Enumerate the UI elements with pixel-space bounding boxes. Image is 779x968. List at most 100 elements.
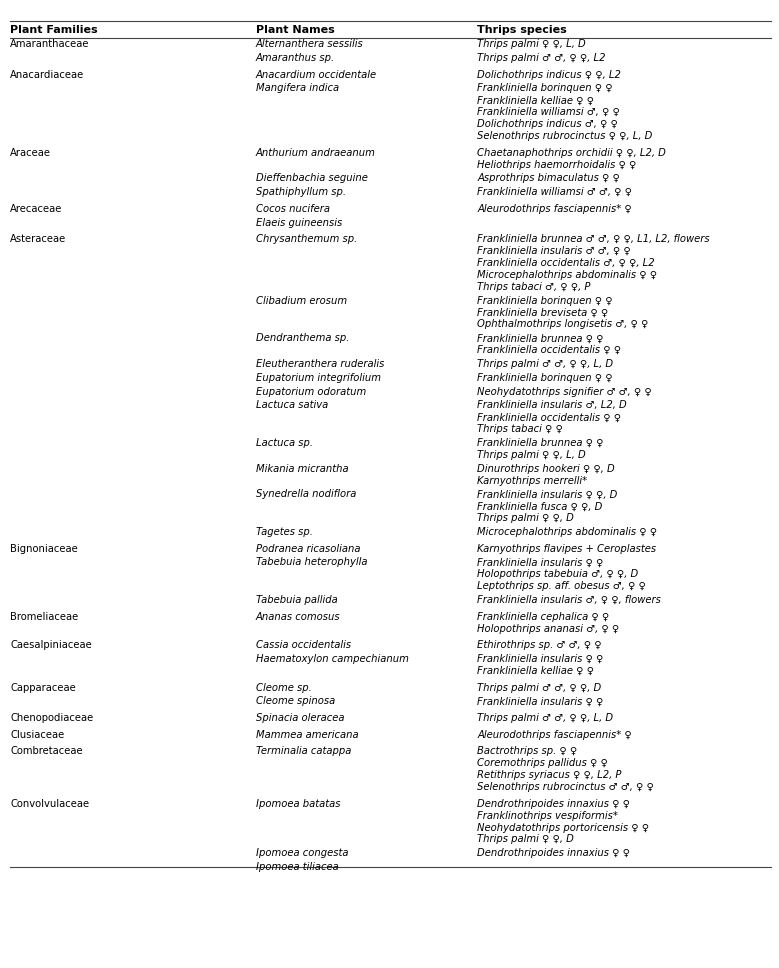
Text: Thrips palmi ♂ ♂, ♀ ♀, L, D: Thrips palmi ♂ ♂, ♀ ♀, L, D: [478, 713, 613, 723]
Text: Arecaceae: Arecaceae: [10, 204, 62, 214]
Text: Eupatorium integrifolium: Eupatorium integrifolium: [256, 373, 381, 382]
Text: Karnyothrips merrelli*: Karnyothrips merrelli*: [478, 475, 587, 486]
Text: Dendrothripoides innaxius ♀ ♀: Dendrothripoides innaxius ♀ ♀: [478, 848, 630, 859]
Text: Thrips tabaci ♀ ♀: Thrips tabaci ♀ ♀: [478, 424, 563, 435]
Text: Spinacia oleracea: Spinacia oleracea: [256, 713, 344, 723]
Text: Terminalia catappa: Terminalia catappa: [256, 746, 351, 756]
Text: Plant Families: Plant Families: [10, 25, 97, 36]
Text: Selenothrips rubrocinctus ♂ ♂, ♀ ♀: Selenothrips rubrocinctus ♂ ♂, ♀ ♀: [478, 782, 654, 792]
Text: Tabebuia heterophylla: Tabebuia heterophylla: [256, 558, 368, 567]
Text: Haematoxylon campechianum: Haematoxylon campechianum: [256, 654, 409, 664]
Text: Alternanthera sessilis: Alternanthera sessilis: [256, 39, 364, 49]
Text: Thrips palmi ♀ ♀, L, D: Thrips palmi ♀ ♀, L, D: [478, 450, 586, 460]
Text: Microcephalothrips abdominalis ♀ ♀: Microcephalothrips abdominalis ♀ ♀: [478, 527, 657, 537]
Text: Chenopodiaceae: Chenopodiaceae: [10, 713, 93, 723]
Text: Heliothrips haemorrhoidalis ♀ ♀: Heliothrips haemorrhoidalis ♀ ♀: [478, 160, 636, 169]
Text: Frankliniella occidentalis ♀ ♀: Frankliniella occidentalis ♀ ♀: [478, 346, 622, 355]
Text: Podranea ricasoliana: Podranea ricasoliana: [256, 544, 361, 554]
Text: Thrips species: Thrips species: [478, 25, 567, 36]
Text: Coremothrips pallidus ♀ ♀: Coremothrips pallidus ♀ ♀: [478, 758, 608, 769]
Text: Cocos nucifera: Cocos nucifera: [256, 204, 330, 214]
Text: Selenothrips rubrocinctus ♀ ♀, L, D: Selenothrips rubrocinctus ♀ ♀, L, D: [478, 131, 653, 141]
Text: Dolichothrips indicus ♂, ♀ ♀: Dolichothrips indicus ♂, ♀ ♀: [478, 119, 619, 129]
Text: Chaetanaphothrips orchidii ♀ ♀, L2, D: Chaetanaphothrips orchidii ♀ ♀, L2, D: [478, 147, 666, 158]
Text: Mammea americana: Mammea americana: [256, 730, 358, 740]
Text: Bignoniaceae: Bignoniaceae: [10, 544, 78, 554]
Text: Thrips palmi ♂ ♂, ♀ ♀, L, D: Thrips palmi ♂ ♂, ♀ ♀, L, D: [478, 359, 613, 369]
Text: Plant Names: Plant Names: [256, 25, 335, 36]
Text: Frankliniella cephalica ♀ ♀: Frankliniella cephalica ♀ ♀: [478, 612, 609, 621]
Text: Lactuca sp.: Lactuca sp.: [256, 438, 313, 448]
Text: Anacardium occidentale: Anacardium occidentale: [256, 70, 377, 79]
Text: Bactrothrips sp. ♀ ♀: Bactrothrips sp. ♀ ♀: [478, 746, 577, 756]
Text: Holopothrips tabebuia ♂, ♀ ♀, D: Holopothrips tabebuia ♂, ♀ ♀, D: [478, 569, 639, 580]
Text: Frankliniella insularis ♂, L2, D: Frankliniella insularis ♂, L2, D: [478, 401, 627, 410]
Text: Frankliniella insularis ♂ ♂, ♀ ♀: Frankliniella insularis ♂ ♂, ♀ ♀: [478, 246, 631, 257]
Text: Frankliniella breviseta ♀ ♀: Frankliniella breviseta ♀ ♀: [478, 308, 608, 318]
Text: Dieffenbachia seguine: Dieffenbachia seguine: [256, 173, 368, 183]
Text: Franklinothrips vespiformis*: Franklinothrips vespiformis*: [478, 810, 619, 821]
Text: Frankliniella insularis ♀ ♀: Frankliniella insularis ♀ ♀: [478, 696, 604, 707]
Text: Thrips palmi ♀ ♀, L, D: Thrips palmi ♀ ♀, L, D: [478, 39, 586, 49]
Text: Convolvulaceae: Convolvulaceae: [10, 799, 90, 808]
Text: Asprothrips bimaculatus ♀ ♀: Asprothrips bimaculatus ♀ ♀: [478, 173, 620, 183]
Text: Ethirothrips sp. ♂ ♂, ♀ ♀: Ethirothrips sp. ♂ ♂, ♀ ♀: [478, 640, 602, 650]
Text: Elaeis guineensis: Elaeis guineensis: [256, 218, 342, 227]
Text: Holopothrips ananasi ♂, ♀ ♀: Holopothrips ananasi ♂, ♀ ♀: [478, 623, 619, 634]
Text: Mikania micrantha: Mikania micrantha: [256, 464, 348, 473]
Text: Frankliniella occidentalis ♀ ♀: Frankliniella occidentalis ♀ ♀: [478, 412, 622, 422]
Text: Eleutheranthera ruderalis: Eleutheranthera ruderalis: [256, 359, 384, 369]
Text: Frankliniella brunnea ♂ ♂, ♀ ♀, L1, L2, flowers: Frankliniella brunnea ♂ ♂, ♀ ♀, L1, L2, …: [478, 234, 710, 244]
Text: Frankliniella borinquen ♀ ♀: Frankliniella borinquen ♀ ♀: [478, 83, 613, 93]
Text: Eupatorium odoratum: Eupatorium odoratum: [256, 386, 366, 397]
Text: Synedrella nodiflora: Synedrella nodiflora: [256, 490, 356, 499]
Text: Frankliniella fusca ♀ ♀, D: Frankliniella fusca ♀ ♀, D: [478, 501, 603, 511]
Text: Amaranthaceae: Amaranthaceae: [10, 39, 90, 49]
Text: Anacardiaceae: Anacardiaceae: [10, 70, 84, 79]
Text: Aleurodothrips fasciapennis* ♀: Aleurodothrips fasciapennis* ♀: [478, 204, 632, 214]
Text: Asteraceae: Asteraceae: [10, 234, 66, 244]
Text: Dolichothrips indicus ♀ ♀, L2: Dolichothrips indicus ♀ ♀, L2: [478, 70, 621, 79]
Text: Ananas comosus: Ananas comosus: [256, 612, 340, 621]
Text: Araceae: Araceae: [10, 147, 51, 158]
Text: Frankliniella kelliae ♀ ♀: Frankliniella kelliae ♀ ♀: [478, 666, 594, 676]
Text: Frankliniella insularis ♀ ♀: Frankliniella insularis ♀ ♀: [478, 654, 604, 664]
Text: Dendranthema sp.: Dendranthema sp.: [256, 333, 349, 344]
Text: Clusiaceae: Clusiaceae: [10, 730, 65, 740]
Text: Caesalpiniaceae: Caesalpiniaceae: [10, 640, 92, 650]
Text: Thrips tabaci ♂, ♀ ♀, P: Thrips tabaci ♂, ♀ ♀, P: [478, 282, 590, 291]
Text: Ophthalmothrips longisetis ♂, ♀ ♀: Ophthalmothrips longisetis ♂, ♀ ♀: [478, 319, 649, 329]
Text: Frankliniella borinquen ♀ ♀: Frankliniella borinquen ♀ ♀: [478, 295, 613, 306]
Text: Ipomoea tiliacea: Ipomoea tiliacea: [256, 862, 339, 872]
Text: Clibadium erosum: Clibadium erosum: [256, 295, 347, 306]
Text: Frankliniella brunnea ♀ ♀: Frankliniella brunnea ♀ ♀: [478, 333, 604, 344]
Text: Cleome spinosa: Cleome spinosa: [256, 696, 335, 707]
Text: Karnyothrips flavipes + Ceroplastes: Karnyothrips flavipes + Ceroplastes: [478, 544, 657, 554]
Text: Lactuca sativa: Lactuca sativa: [256, 401, 328, 410]
Text: Dinurothrips hookeri ♀ ♀, D: Dinurothrips hookeri ♀ ♀, D: [478, 464, 615, 473]
Text: Combretaceae: Combretaceae: [10, 746, 83, 756]
Text: Frankliniella insularis ♀ ♀, D: Frankliniella insularis ♀ ♀, D: [478, 490, 618, 499]
Text: Cassia occidentalis: Cassia occidentalis: [256, 640, 351, 650]
Text: Thrips palmi ♂ ♂, ♀ ♀, L2: Thrips palmi ♂ ♂, ♀ ♀, L2: [478, 53, 606, 63]
Text: Cleome sp.: Cleome sp.: [256, 682, 312, 693]
Text: Frankliniella occidentalis ♂, ♀ ♀, L2: Frankliniella occidentalis ♂, ♀ ♀, L2: [478, 258, 655, 268]
Text: Frankliniella williamsi ♂, ♀ ♀: Frankliniella williamsi ♂, ♀ ♀: [478, 107, 620, 117]
Text: Chrysanthemum sp.: Chrysanthemum sp.: [256, 234, 357, 244]
Text: Bromeliaceae: Bromeliaceae: [10, 612, 79, 621]
Text: Frankliniella insularis ♀ ♀: Frankliniella insularis ♀ ♀: [478, 558, 604, 567]
Text: Tabebuia pallida: Tabebuia pallida: [256, 595, 337, 605]
Text: Anthurium andraeanum: Anthurium andraeanum: [256, 147, 375, 158]
Text: Frankliniella kelliae ♀ ♀: Frankliniella kelliae ♀ ♀: [478, 95, 594, 106]
Text: Leptothrips sp. aff. obesus ♂, ♀ ♀: Leptothrips sp. aff. obesus ♂, ♀ ♀: [478, 582, 646, 591]
Text: Dendrothripoides innaxius ♀ ♀: Dendrothripoides innaxius ♀ ♀: [478, 799, 630, 808]
Text: Neohydatothrips portoricensis ♀ ♀: Neohydatothrips portoricensis ♀ ♀: [478, 823, 650, 832]
Text: Microcephalothrips abdominalis ♀ ♀: Microcephalothrips abdominalis ♀ ♀: [478, 270, 657, 280]
Text: Thrips palmi ♀ ♀, D: Thrips palmi ♀ ♀, D: [478, 834, 574, 844]
Text: Capparaceae: Capparaceae: [10, 682, 76, 693]
Text: Aleurodothrips fasciapennis* ♀: Aleurodothrips fasciapennis* ♀: [478, 730, 632, 740]
Text: Retithrips syriacus ♀ ♀, L2, P: Retithrips syriacus ♀ ♀, L2, P: [478, 771, 622, 780]
Text: Spathiphyllum sp.: Spathiphyllum sp.: [256, 187, 346, 197]
Text: Tagetes sp.: Tagetes sp.: [256, 527, 313, 537]
Text: Ipomoea batatas: Ipomoea batatas: [256, 799, 340, 808]
